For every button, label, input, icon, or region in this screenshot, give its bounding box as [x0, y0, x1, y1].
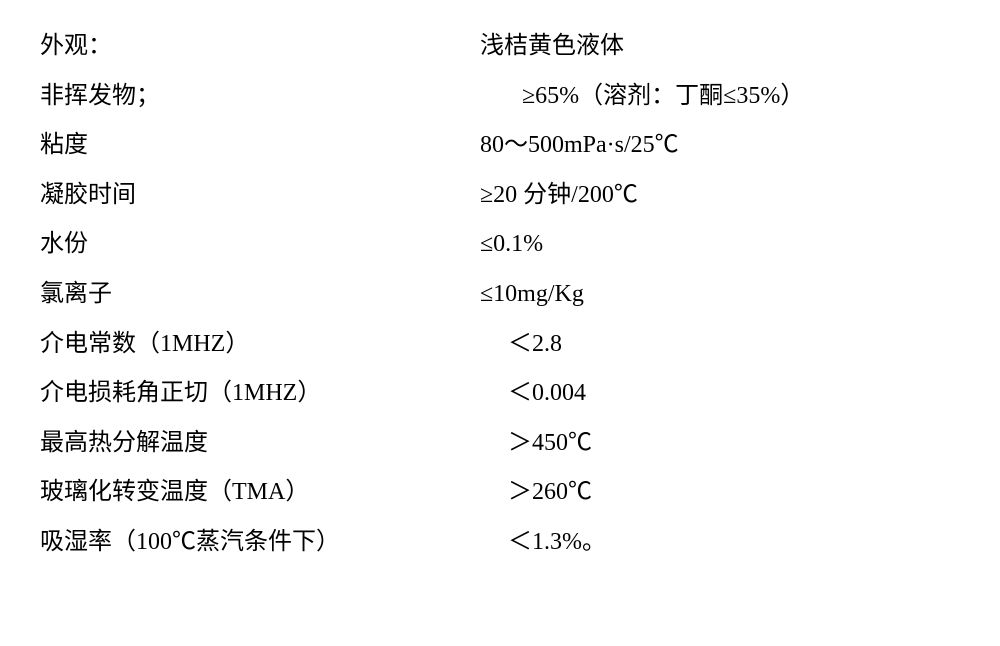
row-value: ＜2.8 — [480, 328, 960, 362]
row-value: ≤10mg/Kg — [480, 278, 960, 312]
table-row: 吸湿率（100℃蒸汽条件下） ＜1.3%。 — [40, 526, 960, 560]
row-value: ≥20 分钟/200℃ — [480, 179, 960, 213]
table-row: 非挥发物； ≥65%（溶剂：丁酮≤35%） — [40, 80, 960, 114]
spec-table: 外观： 浅桔黄色液体 非挥发物； ≥65%（溶剂：丁酮≤35%） 粘度 80～5… — [40, 30, 960, 560]
row-value: 浅桔黄色液体 — [480, 30, 960, 64]
row-value: ＜1.3%。 — [480, 526, 960, 560]
row-label: 介电损耗角正切（1MHZ） — [40, 377, 480, 411]
row-label: 外观： — [40, 30, 480, 64]
row-value: ＞260℃ — [480, 476, 960, 510]
row-value: ≤0.1% — [480, 228, 960, 262]
row-value: 80～500mPa·s/25℃ — [480, 129, 960, 163]
table-row: 水份 ≤0.1% — [40, 228, 960, 262]
row-value: ＜0.004 — [480, 377, 960, 411]
table-row: 粘度 80～500mPa·s/25℃ — [40, 129, 960, 163]
row-label: 介电常数（1MHZ） — [40, 328, 480, 362]
table-row: 玻璃化转变温度（TMA） ＞260℃ — [40, 476, 960, 510]
row-label: 玻璃化转变温度（TMA） — [40, 476, 480, 510]
row-label: 凝胶时间 — [40, 179, 480, 213]
row-label: 非挥发物； — [40, 80, 480, 114]
table-row: 最高热分解温度 ＞450℃ — [40, 427, 960, 461]
table-row: 介电常数（1MHZ） ＜2.8 — [40, 328, 960, 362]
row-value: ＞450℃ — [480, 427, 960, 461]
row-label: 吸湿率（100℃蒸汽条件下） — [40, 526, 480, 560]
row-label: 水份 — [40, 228, 480, 262]
row-label: 粘度 — [40, 129, 480, 163]
row-value: ≥65%（溶剂：丁酮≤35%） — [480, 80, 960, 114]
row-label: 最高热分解温度 — [40, 427, 480, 461]
table-row: 凝胶时间 ≥20 分钟/200℃ — [40, 179, 960, 213]
row-label: 氯离子 — [40, 278, 480, 312]
table-row: 外观： 浅桔黄色液体 — [40, 30, 960, 64]
table-row: 介电损耗角正切（1MHZ） ＜0.004 — [40, 377, 960, 411]
table-row: 氯离子 ≤10mg/Kg — [40, 278, 960, 312]
